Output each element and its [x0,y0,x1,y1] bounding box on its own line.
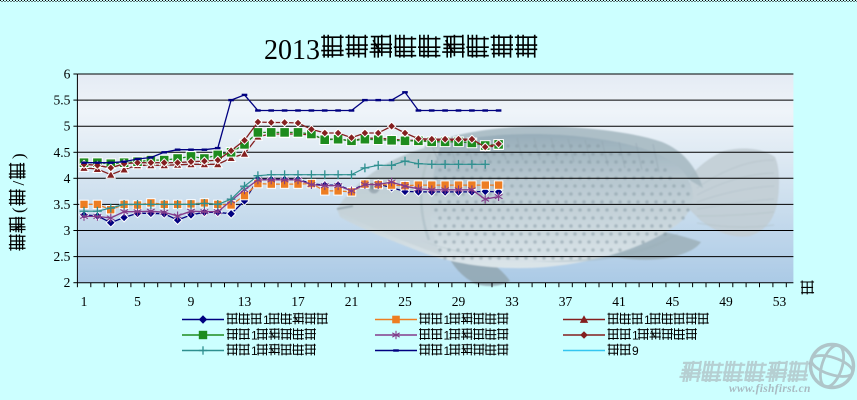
svg-text:13: 13 [238,294,252,309]
svg-text:41: 41 [612,294,626,309]
svg-text:9: 9 [632,344,639,358]
svg-text:5: 5 [64,119,71,134]
svg-text:2: 2 [64,275,71,290]
svg-text:4: 4 [64,171,71,186]
svg-text:1: 1 [81,294,88,309]
svg-text:29: 29 [452,294,466,309]
svg-text:6: 6 [64,67,71,82]
svg-text:1: 1 [644,313,651,327]
svg-text:45: 45 [666,294,680,309]
svg-text:9: 9 [188,294,195,309]
svg-text:): ) [9,153,28,159]
svg-text:25: 25 [398,294,412,309]
svg-text:3.5: 3.5 [54,197,71,212]
svg-text:4.5: 4.5 [54,145,71,160]
svg-text:1: 1 [263,313,270,327]
svg-text:2.5: 2.5 [54,249,71,264]
svg-text:33: 33 [505,294,519,309]
svg-text:53: 53 [773,294,787,309]
svg-text:(: ( [9,207,28,213]
svg-text:1: 1 [444,328,451,342]
svg-text:17: 17 [291,294,305,309]
svg-text:1: 1 [444,313,451,327]
svg-text:3: 3 [64,223,71,238]
svg-text:1: 1 [251,328,258,342]
svg-text:1: 1 [444,344,451,358]
svg-text:www.fishfirst.cn: www.fishfirst.cn [729,383,811,395]
svg-text:5.5: 5.5 [54,93,71,108]
svg-text:1: 1 [632,328,639,342]
svg-text:/: / [9,181,28,186]
svg-text:1: 1 [251,344,258,358]
svg-text:37: 37 [559,294,573,309]
svg-text:2013: 2013 [264,35,320,66]
svg-text:5: 5 [134,294,141,309]
svg-text:21: 21 [345,294,359,309]
svg-text:49: 49 [719,294,733,309]
